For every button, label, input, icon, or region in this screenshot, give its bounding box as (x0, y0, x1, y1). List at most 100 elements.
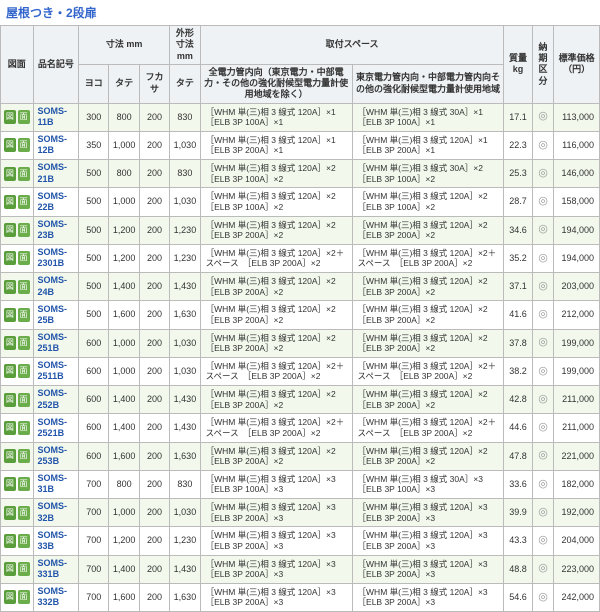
spec-1: ［WHM 単(三)相 3 線式 120A］×3 ［ELB 3P 200A］×3 (200, 583, 352, 611)
table-header: 図面 品名記号 寸法 mm 外形寸法 mm 取付スペース 質量 kg 納期区分 … (1, 26, 600, 104)
drawing-button-2[interactable]: 面 (18, 251, 30, 265)
drawing-button-2[interactable]: 面 (18, 477, 30, 491)
drawing-buttons: 図面 (1, 103, 34, 131)
dim-tate: 1,400 (109, 555, 139, 583)
model-link[interactable]: SOMS-2521B (33, 414, 79, 442)
model-link[interactable]: SOMS-251B (33, 329, 79, 357)
dim-tate: 1,400 (109, 386, 139, 414)
model-link[interactable]: SOMS-31B (33, 470, 79, 498)
th-yoko: ヨコ (79, 64, 109, 103)
drawing-buttons: 図面 (1, 583, 34, 611)
drawing-button-1[interactable]: 図 (4, 393, 16, 407)
model-link[interactable]: SOMS-22B (33, 188, 79, 216)
drawing-button-2[interactable]: 面 (18, 110, 30, 124)
dim-fukasa: 200 (139, 131, 169, 159)
model-link[interactable]: SOMS-2301B (33, 244, 79, 272)
drawing-button-1[interactable]: 図 (4, 195, 16, 209)
model-link[interactable]: SOMS-21B (33, 160, 79, 188)
product-table: 図面 品名記号 寸法 mm 外形寸法 mm 取付スペース 質量 kg 納期区分 … (0, 25, 600, 612)
spec-1: ［WHM 単(三)相 3 線式 120A］×3 ［ELB 3P 100A］×3 (200, 470, 352, 498)
drawing-button-1[interactable]: 図 (4, 336, 16, 350)
drawing-button-1[interactable]: 図 (4, 251, 16, 265)
drawing-button-2[interactable]: 面 (18, 449, 30, 463)
dim-fukasa: 200 (139, 103, 169, 131)
drawing-button-1[interactable]: 図 (4, 562, 16, 576)
drawing-button-1[interactable]: 図 (4, 167, 16, 181)
drawing-button-1[interactable]: 図 (4, 280, 16, 294)
spec-2: ［WHM 単(三)相 3 線式 120A］×3 ［ELB 3P 200A］×3 (352, 499, 504, 527)
drawing-button-1[interactable]: 図 (4, 421, 16, 435)
drawing-button-2[interactable]: 面 (18, 506, 30, 520)
drawing-button-1[interactable]: 図 (4, 590, 16, 604)
drawing-button-2[interactable]: 面 (18, 421, 30, 435)
drawing-button-2[interactable]: 面 (18, 393, 30, 407)
drawing-button-2[interactable]: 面 (18, 364, 30, 378)
table-row: 図面SOMS-252B6001,4002001,430［WHM 単(三)相 3 … (1, 386, 600, 414)
spec-1: ［WHM 単(三)相 3 線式 120A］×2 ［ELB 3P 200A］×2 (200, 273, 352, 301)
drawing-button-2[interactable]: 面 (18, 138, 30, 152)
model-link[interactable]: SOMS-332B (33, 583, 79, 611)
dim-yoko: 600 (79, 414, 109, 442)
drawing-button-2[interactable]: 面 (18, 223, 30, 237)
model-link[interactable]: SOMS-25B (33, 301, 79, 329)
drawing-buttons: 図面 (1, 442, 34, 470)
drawing-button-1[interactable]: 図 (4, 534, 16, 548)
weight: 44.6 (504, 414, 532, 442)
dim-fukasa: 200 (139, 499, 169, 527)
spec-2: ［WHM 単(三)相 3 線式 120A］×2＋スペース ［ELB 3P 200… (352, 244, 504, 272)
lead-time: ◎ (532, 301, 554, 329)
spec-2: ［WHM 単(三)相 3 線式 120A］×2 ［ELB 3P 200A］×2 (352, 273, 504, 301)
drawing-button-2[interactable]: 面 (18, 167, 30, 181)
drawing-button-2[interactable]: 面 (18, 308, 30, 322)
lead-time: ◎ (532, 244, 554, 272)
weight: 22.3 (504, 131, 532, 159)
model-link[interactable]: SOMS-11B (33, 103, 79, 131)
table-row: 図面SOMS-2511B6001,0002001,030［WHM 単(三)相 3… (1, 357, 600, 385)
drawing-button-2[interactable]: 面 (18, 280, 30, 294)
price: 199,000 (554, 329, 600, 357)
drawing-button-1[interactable]: 図 (4, 449, 16, 463)
model-link[interactable]: SOMS-23B (33, 216, 79, 244)
dim-fukasa: 200 (139, 583, 169, 611)
weight: 37.8 (504, 329, 532, 357)
dim-fukasa: 200 (139, 357, 169, 385)
drawing-button-1[interactable]: 図 (4, 364, 16, 378)
weight: 25.3 (504, 160, 532, 188)
spec-2: ［WHM 単(三)相 3 線式 30A］×2 ［ELB 3P 100A］×2 (352, 160, 504, 188)
drawing-button-1[interactable]: 図 (4, 223, 16, 237)
model-link[interactable]: SOMS-252B (33, 386, 79, 414)
dim-tate: 1,600 (109, 442, 139, 470)
drawing-button-2[interactable]: 面 (18, 590, 30, 604)
dim-out: 1,230 (170, 244, 200, 272)
model-link[interactable]: SOMS-253B (33, 442, 79, 470)
drawing-button-2[interactable]: 面 (18, 336, 30, 350)
drawing-button-1[interactable]: 図 (4, 110, 16, 124)
th-lead: 納期区分 (532, 26, 554, 104)
drawing-button-2[interactable]: 面 (18, 562, 30, 576)
model-link[interactable]: SOMS-24B (33, 273, 79, 301)
model-link[interactable]: SOMS-2511B (33, 357, 79, 385)
model-link[interactable]: SOMS-32B (33, 499, 79, 527)
weight: 37.1 (504, 273, 532, 301)
spec-1: ［WHM 単(三)相 3 線式 120A］×3 ［ELB 3P 200A］×3 (200, 527, 352, 555)
model-link[interactable]: SOMS-331B (33, 555, 79, 583)
drawing-button-1[interactable]: 図 (4, 477, 16, 491)
spec-2: ［WHM 単(三)相 3 線式 120A］×2 ［ELB 3P 200A］×2 (352, 301, 504, 329)
drawing-buttons: 図面 (1, 357, 34, 385)
drawing-button-2[interactable]: 面 (18, 195, 30, 209)
table-row: 図面SOMS-253B6001,6002001,630［WHM 単(三)相 3 … (1, 442, 600, 470)
drawing-button-1[interactable]: 図 (4, 506, 16, 520)
dim-yoko: 500 (79, 244, 109, 272)
dim-out: 830 (170, 103, 200, 131)
drawing-button-1[interactable]: 図 (4, 308, 16, 322)
model-link[interactable]: SOMS-12B (33, 131, 79, 159)
drawing-button-2[interactable]: 面 (18, 534, 30, 548)
model-link[interactable]: SOMS-33B (33, 527, 79, 555)
weight: 47.8 (504, 442, 532, 470)
lead-time: ◎ (532, 555, 554, 583)
dim-fukasa: 200 (139, 329, 169, 357)
spec-2: ［WHM 単(三)相 3 線式 120A］×2 ［ELB 3P 200A］×2 (352, 216, 504, 244)
dim-fukasa: 200 (139, 470, 169, 498)
dim-tate: 1,600 (109, 301, 139, 329)
drawing-button-1[interactable]: 図 (4, 138, 16, 152)
